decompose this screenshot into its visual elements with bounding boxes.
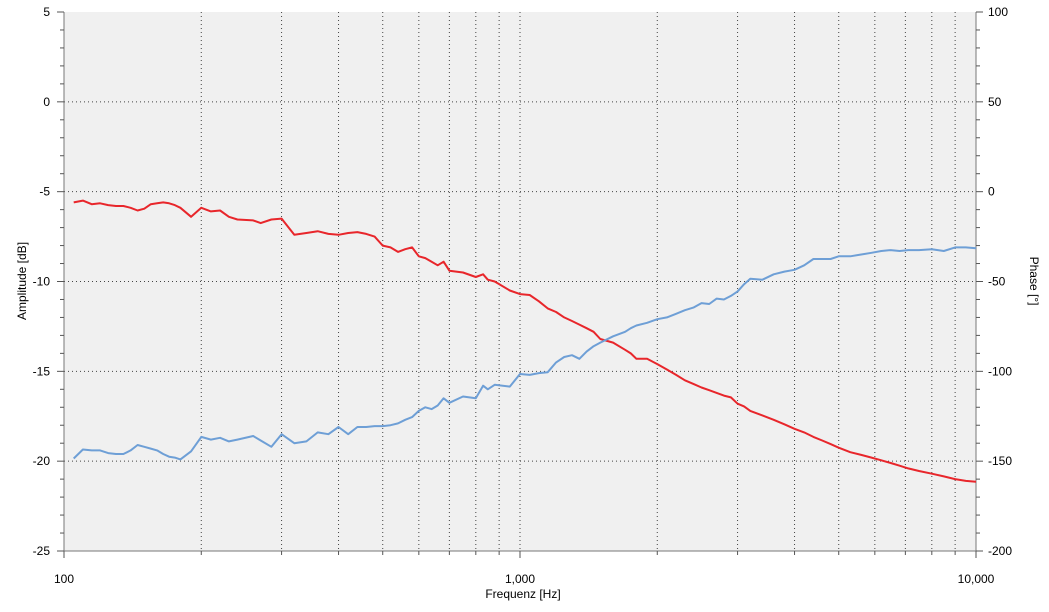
x-tick-label: 1,000 (505, 572, 535, 586)
y2-tick-label: -150 (988, 454, 1012, 468)
y2-tick-label: -100 (988, 364, 1012, 378)
x-tick-label: 10,000 (958, 572, 995, 586)
grid (64, 12, 976, 551)
y-axis-title-left: Amplitude [dB] (15, 242, 29, 320)
y-tick-label: -15 (33, 364, 51, 378)
y-tick-label: -10 (33, 275, 51, 289)
phase-series-line (73, 246, 977, 461)
ticks: 100 1,000 10,00050-5-10-15-20-25100500-50-… (33, 5, 1013, 586)
amplitude-series-line (73, 199, 977, 483)
y-tick-label: 0 (43, 95, 50, 109)
y2-tick-label: 50 (988, 95, 1002, 109)
y-tick-label: -20 (33, 454, 51, 468)
y2-tick-label: -50 (988, 275, 1006, 289)
y-axis-title-right: Phase [°] (1027, 257, 1041, 306)
y-tick-label: -5 (39, 185, 50, 199)
x-axis-title: Frequenz [Hz] (485, 587, 560, 601)
y2-tick-label: 100 (988, 5, 1008, 19)
y-tick-label: -25 (33, 544, 51, 558)
y2-tick-label: 0 (988, 185, 995, 199)
y2-tick-label: -200 (988, 544, 1012, 558)
x-tick-label: 100 (54, 572, 74, 586)
series-lines (73, 199, 977, 483)
y-tick-label: 5 (43, 5, 50, 19)
